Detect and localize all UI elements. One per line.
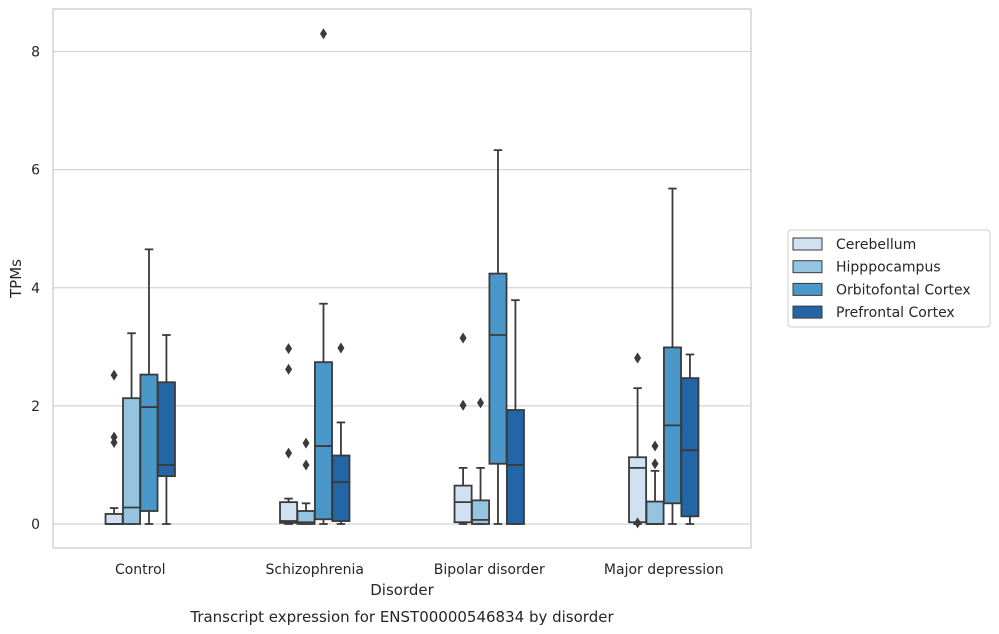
y-tick-label: 2 bbox=[31, 399, 40, 415]
outlier-point bbox=[110, 431, 118, 443]
x-axis-title: Disorder bbox=[370, 581, 434, 599]
box-3-1 bbox=[645, 440, 665, 525]
box-body bbox=[104, 513, 124, 525]
y-tick-label: 4 bbox=[31, 281, 40, 297]
y-tick-label: 0 bbox=[31, 517, 40, 533]
legend-label: Cerebellum bbox=[836, 237, 916, 253]
outlier-point bbox=[285, 447, 293, 459]
outlier-point bbox=[651, 458, 659, 470]
box-2-3 bbox=[505, 299, 525, 525]
box-body bbox=[505, 409, 525, 525]
box-3-0 bbox=[628, 352, 648, 529]
outlier-point bbox=[302, 437, 310, 449]
x-tick-label: Control bbox=[115, 562, 166, 578]
legend-label: Orbitofontal Cortex bbox=[836, 282, 971, 298]
outlier-point bbox=[110, 369, 118, 381]
outlier-point bbox=[302, 459, 310, 471]
legend-swatch bbox=[792, 305, 823, 319]
legend-label: Prefrontal Cortex bbox=[836, 305, 955, 321]
box-3-3 bbox=[680, 353, 700, 525]
box-0-2 bbox=[139, 248, 159, 525]
legend-swatch bbox=[792, 260, 823, 274]
box-1-0 bbox=[279, 343, 299, 525]
box-body bbox=[331, 454, 351, 522]
outlier-point bbox=[459, 399, 467, 411]
box-body bbox=[122, 397, 141, 525]
box-body bbox=[471, 499, 490, 525]
legend-swatch bbox=[792, 282, 823, 296]
box-2-2 bbox=[488, 149, 508, 525]
box-body bbox=[279, 501, 299, 524]
y-tick-label: 6 bbox=[31, 163, 40, 179]
outlier-point bbox=[319, 28, 327, 40]
outlier-point bbox=[651, 440, 659, 452]
box-body bbox=[488, 272, 508, 465]
outlier-point bbox=[337, 342, 345, 354]
outlier-point bbox=[634, 517, 642, 529]
box-0-1 bbox=[122, 332, 141, 525]
legend-label: Hipppocampus bbox=[836, 260, 941, 276]
x-axis-ticks: Control Schizophrenia Bipolar disorder Majo… bbox=[115, 562, 724, 578]
outlier-point bbox=[459, 332, 467, 344]
plot-frame bbox=[52, 8, 752, 549]
outlier-point bbox=[285, 343, 293, 355]
box-body bbox=[645, 500, 665, 525]
outlier-point bbox=[634, 352, 642, 364]
box-body bbox=[453, 484, 473, 524]
box-body bbox=[139, 373, 159, 512]
box-series bbox=[104, 28, 700, 529]
outlier-point bbox=[285, 363, 293, 375]
x-tick-label: Bipolar disorder bbox=[434, 562, 545, 578]
box-2-1 bbox=[471, 397, 490, 525]
chart-caption: Transcript expression for ENST0000054683… bbox=[189, 608, 614, 626]
box-2-0 bbox=[453, 332, 473, 525]
y-tick-label: 8 bbox=[31, 45, 40, 61]
legend: Cerebellum Hipppocampus Orbitofontal Corte… bbox=[787, 229, 991, 328]
y-axis-title: TPMs bbox=[7, 259, 25, 299]
box-body bbox=[680, 377, 700, 518]
box-1-1 bbox=[296, 437, 316, 525]
legend-swatch bbox=[792, 237, 823, 251]
x-tick-label: Schizophrenia bbox=[266, 562, 364, 578]
x-tick-label: Major depression bbox=[604, 562, 724, 578]
box-1-2 bbox=[314, 28, 333, 525]
box-body bbox=[156, 381, 176, 478]
legend-frame bbox=[787, 229, 991, 328]
box-0-0 bbox=[104, 369, 124, 525]
box-3-2 bbox=[663, 187, 682, 525]
box-0-3 bbox=[156, 334, 176, 525]
box-1-3 bbox=[331, 342, 351, 525]
outlier-point bbox=[477, 397, 485, 409]
box-body bbox=[314, 361, 333, 521]
y-axis-ticks: 0 2 4 6 8 bbox=[31, 45, 40, 533]
